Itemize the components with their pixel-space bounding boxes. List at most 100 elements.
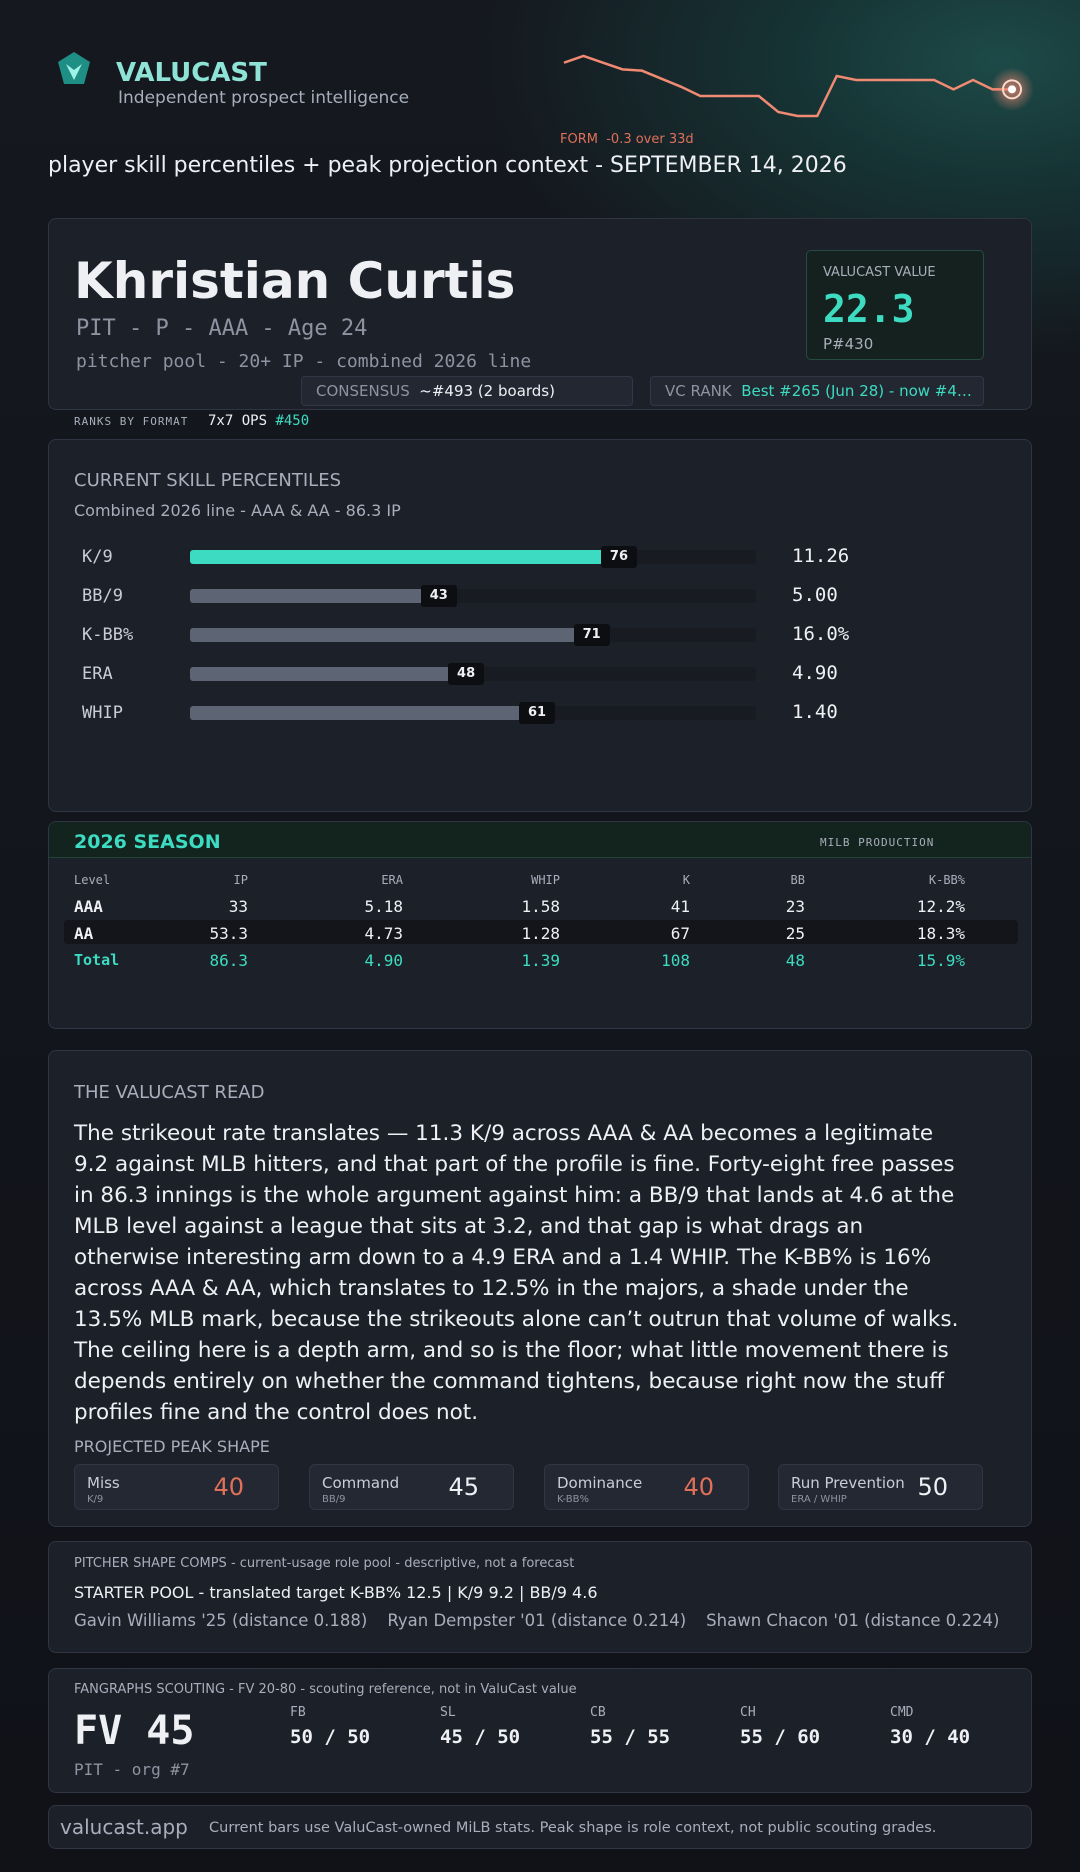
tool: CB xyxy=(590,1705,606,1720)
subtitle: player skill percentiles + peak projecti… xyxy=(48,153,847,178)
column-header: WHIP xyxy=(531,873,560,887)
bar-label: 76 xyxy=(600,546,637,568)
cell: 41 xyxy=(670,897,690,916)
peak-stat: BB/9 xyxy=(322,1494,346,1505)
cell: 25 xyxy=(785,924,805,943)
bar-label: 43 xyxy=(420,585,457,607)
total-cell: 86.3 xyxy=(209,951,248,970)
stat-value: 16.0% xyxy=(792,623,850,645)
cell: 12.2% xyxy=(916,897,965,916)
player-line: PIT - P - AAA - Age 24 xyxy=(76,316,368,341)
value-label: VALUCAST VALUE xyxy=(823,265,936,280)
form-dot xyxy=(1008,85,1016,94)
stat-value: 4.90 xyxy=(792,662,838,684)
comps-target: STARTER POOL - translated target K-BB% 1… xyxy=(74,1583,598,1602)
tagline: Independent prospect intelligence xyxy=(118,88,410,108)
total-cell: 15.9% xyxy=(916,951,965,970)
comps-card xyxy=(48,1541,1032,1653)
bar xyxy=(190,667,453,681)
stat-label: K-BB% xyxy=(82,625,134,645)
total-cell: Total xyxy=(74,951,120,969)
cell: AAA xyxy=(74,897,103,916)
rank-format: 7x7 OPS xyxy=(208,413,268,429)
cell: AA xyxy=(74,924,94,943)
peak-score: 45 xyxy=(448,1473,479,1501)
cell: 33 xyxy=(228,897,248,916)
row-highlight xyxy=(64,920,1018,944)
cell: 23 xyxy=(785,897,805,916)
footer-card xyxy=(48,1805,1032,1849)
bar xyxy=(190,706,524,720)
value-box: VALUCAST VALUE 22.3 P#430 xyxy=(806,250,984,360)
bar xyxy=(190,589,425,603)
stat-label: BB/9 xyxy=(82,586,123,606)
form-label: FORM xyxy=(560,132,598,147)
grade: 55 / 60 xyxy=(740,1726,821,1748)
skills-title: CURRENT SKILL PERCENTILES xyxy=(74,470,342,491)
column-header: BB xyxy=(790,873,805,887)
logo xyxy=(58,52,90,84)
cell: 1.58 xyxy=(521,897,560,916)
peak-box xyxy=(309,1464,514,1510)
cell: 67 xyxy=(670,924,690,943)
tool: CH xyxy=(740,1705,756,1720)
value: 22.3 xyxy=(823,287,915,331)
stat-label: ERA xyxy=(82,664,113,684)
consensus-label: CONSENSUS xyxy=(316,382,410,400)
bar-label: 71 xyxy=(573,624,610,646)
read-card xyxy=(48,1050,1032,1527)
stat-label: K/9 xyxy=(82,547,113,567)
column-header: ERA xyxy=(381,873,403,887)
form-label-row: FORM -0.3 over 33d xyxy=(560,132,694,147)
stat-label: WHIP xyxy=(82,703,123,723)
peak-name: Dominance xyxy=(557,1474,643,1492)
column-header: K xyxy=(682,873,690,887)
peak-name: Miss xyxy=(87,1474,120,1492)
stat-value: 5.00 xyxy=(792,584,838,606)
cell: 53.3 xyxy=(209,924,248,943)
vc-rank-pill: VC RANK Best #265 (Jun 28) - now #4… xyxy=(650,376,984,406)
footer-site: valucast.app xyxy=(60,1815,188,1839)
rank-value: #450 xyxy=(275,413,310,429)
peak-score: 50 xyxy=(917,1473,948,1501)
peak-stat: K/9 xyxy=(87,1494,104,1505)
bar xyxy=(190,550,605,564)
peak-box xyxy=(544,1464,749,1510)
scouting-card xyxy=(48,1668,1032,1793)
comp: Gavin Williams '25 (distance 0.188) xyxy=(74,1611,368,1630)
form-endpoint xyxy=(1002,79,1022,100)
comps-title: PITCHER SHAPE COMPS - current-usage role… xyxy=(74,1556,575,1571)
cell: 18.3% xyxy=(916,924,965,943)
read-text: The strikeout rate translates — 11.3 K/9… xyxy=(74,1121,959,1425)
fv: FV 45 xyxy=(74,1708,195,1754)
grade: 50 / 50 xyxy=(290,1726,371,1748)
total-cell: 108 xyxy=(661,951,690,970)
vc-rank: Best #265 (Jun 28) - now #4… xyxy=(741,382,972,400)
peak-title: PROJECTED PEAK SHAPE xyxy=(74,1437,270,1456)
column-header: IP xyxy=(233,873,248,887)
org: PIT - org #7 xyxy=(74,1760,190,1779)
consensus-pill: CONSENSUS ~#493 (2 boards) xyxy=(301,376,633,406)
peak-box xyxy=(778,1464,983,1510)
brand: VALUCAST xyxy=(116,58,267,88)
form-sparkline xyxy=(563,54,1034,118)
player-pool: pitcher pool - 20+ IP - combined 2026 li… xyxy=(76,351,532,372)
tool: CMD xyxy=(890,1705,914,1720)
grade: 30 / 40 xyxy=(890,1726,971,1748)
form-line xyxy=(563,54,1012,118)
grade: 45 / 50 xyxy=(440,1726,521,1748)
peak-name: Command xyxy=(322,1474,400,1492)
comp: Shawn Chacon '01 (distance 0.224) xyxy=(706,1611,1000,1630)
peak-box xyxy=(74,1464,279,1510)
tool: SL xyxy=(440,1705,456,1720)
total-cell: 4.90 xyxy=(364,951,403,970)
peak-stat: ERA / WHIP xyxy=(791,1494,847,1505)
peak-score: 40 xyxy=(683,1473,714,1501)
tool: FB xyxy=(290,1705,306,1720)
cell: 4.73 xyxy=(364,924,403,943)
total-cell: 48 xyxy=(785,951,805,970)
cell: 1.28 xyxy=(521,924,560,943)
cell: 5.18 xyxy=(364,897,403,916)
value-rank: P#430 xyxy=(823,335,874,353)
